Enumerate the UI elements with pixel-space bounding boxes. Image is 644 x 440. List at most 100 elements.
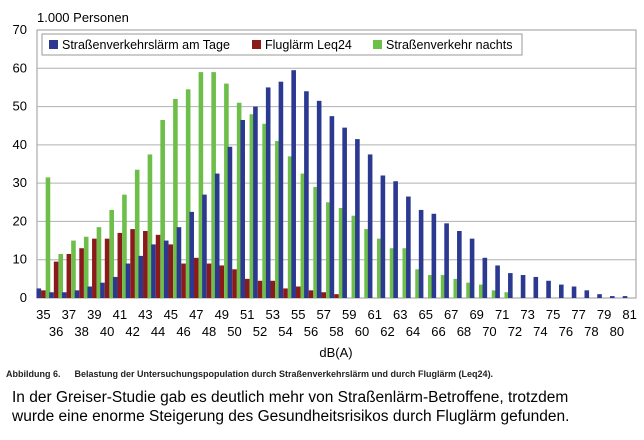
bar	[418, 209, 424, 298]
bar	[58, 253, 64, 298]
bar	[351, 215, 357, 298]
x-tick-label: 69	[469, 307, 483, 322]
x-axis-title: dB(A)	[319, 345, 352, 360]
bar	[176, 227, 182, 298]
bar	[134, 169, 140, 298]
x-tick-label: 70	[482, 324, 496, 339]
bar	[270, 280, 276, 298]
bar	[130, 229, 135, 298]
legend: Straßenverkehrslärm am Tage Fluglärm Leq2…	[41, 33, 523, 56]
bar	[244, 278, 250, 298]
bar	[469, 238, 475, 298]
bar	[202, 194, 207, 298]
y-tick-label: 10	[13, 252, 27, 267]
bar	[364, 229, 369, 298]
bar	[198, 72, 204, 298]
legend-label: Straßenverkehr nachts	[386, 38, 512, 52]
bar	[491, 290, 497, 298]
x-tick-label: 60	[355, 324, 369, 339]
x-tick-label: 36	[49, 324, 63, 339]
bar	[125, 263, 131, 298]
legend-swatch	[49, 40, 58, 49]
bar	[355, 139, 360, 298]
bar	[609, 296, 615, 298]
bar	[304, 91, 309, 298]
bar	[415, 269, 420, 298]
x-tick-label: 62	[380, 324, 394, 339]
bar	[249, 114, 255, 298]
bar	[313, 186, 318, 298]
x-tick-label: 52	[253, 324, 267, 339]
x-tick-label: 76	[559, 324, 573, 339]
x-tick-label: 78	[584, 324, 598, 339]
bar	[533, 276, 539, 298]
bar	[104, 238, 110, 298]
bar	[100, 282, 105, 298]
bar	[466, 282, 471, 298]
bar	[109, 209, 114, 298]
bar	[122, 194, 127, 298]
bar	[508, 273, 513, 298]
x-tick-label: 46	[176, 324, 190, 339]
bar	[287, 156, 293, 298]
bar	[117, 232, 123, 298]
bar	[79, 248, 84, 298]
x-tick-label: 67	[444, 307, 458, 322]
bar	[440, 275, 446, 298]
bar	[163, 240, 169, 298]
bar	[278, 81, 284, 298]
x-tick-label: 37	[62, 307, 76, 322]
bar	[45, 177, 51, 298]
bar	[482, 257, 488, 298]
bar	[87, 286, 93, 298]
bar	[342, 127, 347, 298]
bar	[92, 238, 97, 298]
bar	[457, 231, 462, 298]
bar	[275, 141, 280, 298]
bar	[219, 265, 225, 298]
bar	[300, 173, 306, 298]
bar	[559, 284, 564, 298]
bar	[83, 236, 89, 298]
x-tick-labels: 35 36 37 38 39 40 41 42 43 44 45 46 47 48 49 50 51 52 53 54…	[36, 307, 637, 339]
bar	[189, 211, 195, 298]
bar	[584, 290, 590, 298]
x-tick-label: 58	[329, 324, 343, 339]
legend-box	[41, 33, 523, 56]
bar	[406, 196, 411, 298]
caption-text: Belastung der Untersuchungspopulation du…	[74, 369, 494, 379]
bar	[329, 116, 335, 298]
bar	[36, 288, 42, 298]
bar	[155, 234, 161, 298]
bar	[41, 290, 46, 298]
x-tick-label: 42	[125, 324, 139, 339]
legend-label: Straßenverkehrslärm am Tage	[62, 38, 230, 52]
y-tick-label: 70	[13, 22, 27, 37]
bar	[453, 278, 459, 298]
bar	[181, 263, 186, 298]
x-tick-label: 81	[622, 307, 636, 322]
bar	[380, 175, 386, 298]
x-tick-label: 49	[215, 307, 229, 322]
bar	[151, 244, 156, 298]
x-tick-label: 51	[240, 307, 254, 322]
note-text: In der Greiser-Studie gab es deutlich me…	[12, 388, 637, 426]
bar	[253, 106, 258, 298]
x-tick-label: 43	[138, 307, 152, 322]
bar	[138, 255, 144, 298]
bar	[295, 286, 301, 298]
x-tick-label: 74	[533, 324, 547, 339]
bar	[291, 70, 296, 298]
bar	[393, 181, 398, 298]
x-tick-label: 65	[418, 307, 432, 322]
x-tick-label: 77	[571, 307, 585, 322]
x-tick-label: 64	[406, 324, 420, 339]
x-tick-label: 55	[291, 307, 305, 322]
y-tick-label: 60	[13, 60, 27, 75]
legend-label: Fluglärm Leq24	[265, 38, 352, 52]
bar	[257, 280, 263, 298]
bar	[61, 292, 67, 298]
x-tick-label: 39	[87, 307, 101, 322]
bar-chart: 0 10 20 30 40 50 60 70 35 36 37 38 39 40 41 42 43 44 45 46…	[13, 10, 637, 360]
x-tick-label: 79	[597, 307, 611, 322]
